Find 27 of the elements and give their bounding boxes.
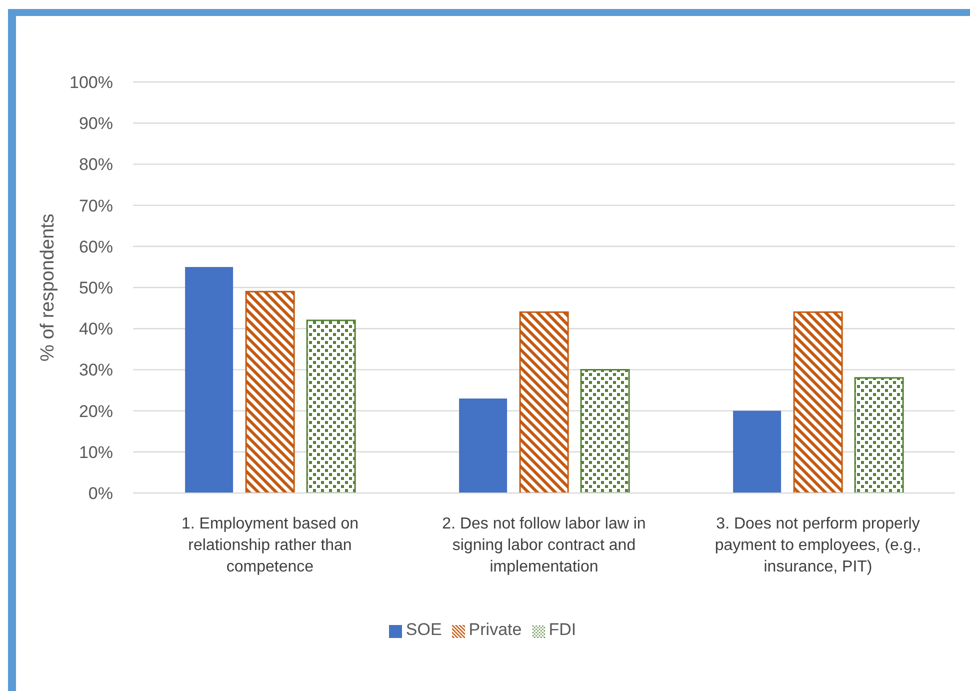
y-tick-label: 20%: [78, 402, 113, 421]
y-tick-label: 100%: [70, 73, 113, 92]
bar: [580, 368, 630, 493]
y-tick-label: 60%: [78, 237, 113, 256]
bar: [185, 266, 234, 493]
bar: [306, 320, 356, 493]
y-tick-label: 40%: [78, 320, 113, 339]
legend-label: SOE: [406, 620, 442, 639]
y-axis-title: % of respondents: [38, 214, 59, 362]
y-tick-label: 30%: [78, 360, 113, 380]
y-tick-label: 0%: [88, 484, 113, 504]
y-tick-label: 70%: [78, 196, 113, 216]
x-tick-label: 1. Employment based on relationship rather than competence: [182, 515, 358, 576]
y-tick-label: 80%: [78, 155, 113, 174]
bar: [519, 311, 569, 493]
bar: [793, 311, 843, 493]
x-tick-label: 2. Des not follow labor law in signing labor contract and implementation: [442, 515, 646, 576]
bar: [459, 398, 508, 493]
bar: [245, 290, 295, 493]
y-tick-label: 90%: [78, 114, 113, 134]
legend-label: FDI: [548, 620, 576, 639]
legend-label: Private: [468, 620, 522, 639]
y-tick-label: 10%: [78, 442, 113, 462]
bar: [854, 377, 904, 493]
x-tick-label: 3. Does not perform properly payment to employees, (e.g., insurance, PIT): [714, 515, 922, 576]
bar: [733, 410, 782, 493]
y-tick-label: 50%: [78, 278, 113, 298]
